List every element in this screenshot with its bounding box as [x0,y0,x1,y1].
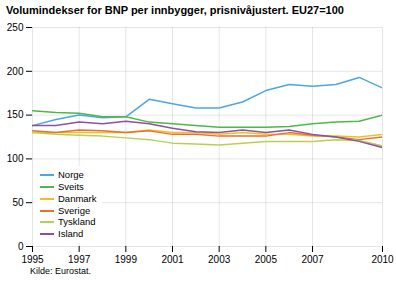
svg-text:2010: 2010 [371,254,394,265]
html-text:Volumindekser for BNP per innb: Volumindekser for BNP per innbygger, pri… [6,4,344,16]
svg-text:1997: 1997 [68,254,91,265]
html-text:Sveits: Sveits [58,180,84,192]
svg-text:250: 250 [7,22,24,33]
svg-text:1999: 1999 [115,254,138,265]
svg-text:0: 0 [18,241,24,252]
svg-text:200: 200 [7,66,24,77]
html-text:Sverige: Sverige [58,204,91,216]
html-text:Tyskland: Tyskland [58,216,96,228]
svg-text:2007: 2007 [301,254,324,265]
svg-text:150: 150 [7,109,24,120]
html-text:Kilde: Eurostat.: Kilde: Eurostat. [30,266,91,277]
html-text:Norge: Norge [58,168,84,180]
svg-text:50: 50 [12,197,24,208]
svg-text:100: 100 [7,153,24,164]
html-text:Danmark: Danmark [58,192,97,204]
svg-text:1995: 1995 [21,254,44,265]
svg-text:2003: 2003 [208,254,231,265]
svg-text:2001: 2001 [161,254,184,265]
svg-text:2005: 2005 [255,254,278,265]
html-text:Island: Island [58,228,84,240]
